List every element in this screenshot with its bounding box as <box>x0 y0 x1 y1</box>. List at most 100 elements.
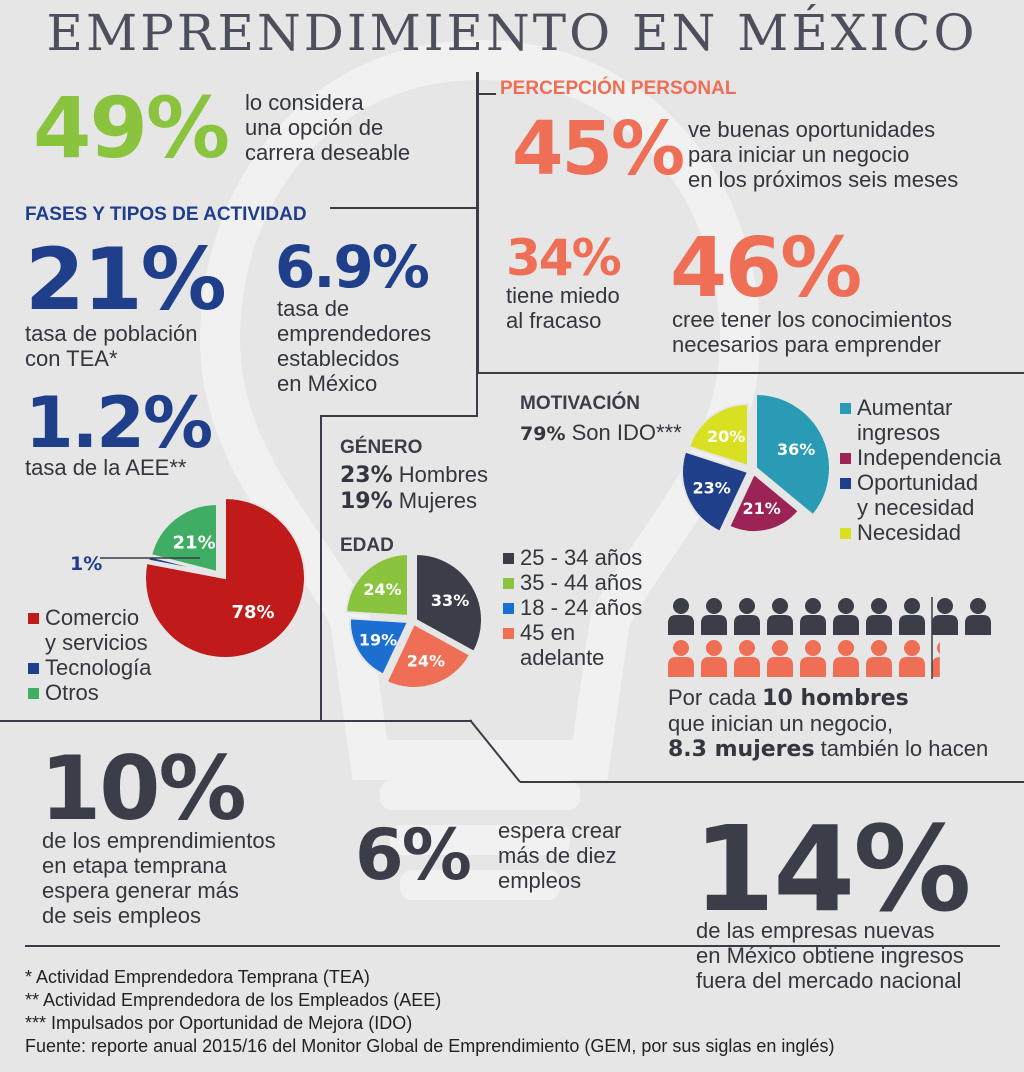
legend-swatch <box>28 613 39 624</box>
aee-text: tasa de la AEE** <box>25 455 187 480</box>
perception-heading: PERCEPCIÓN PERSONAL <box>500 78 737 99</box>
opportunities-text: ve buenas oportunidades para iniciar un n… <box>688 117 959 192</box>
legend-swatch <box>503 578 514 589</box>
gender-heading: GÉNERO <box>340 437 423 458</box>
phases-heading: FASES Y TIPOS DE ACTIVIDAD <box>25 204 307 225</box>
woman-icon <box>833 640 859 677</box>
pie-slice-35-44-a-os <box>345 552 409 618</box>
pie-slice-aumentar-ingresos <box>755 392 831 517</box>
lightbulb-background-icon <box>200 40 760 900</box>
legend-swatch <box>503 628 514 639</box>
pie-label: 21% <box>742 499 780 518</box>
age-pie-chart: 33% 24% 19% 24% <box>345 552 483 689</box>
jobs6-text: de los emprendimientos en etapa temprana e… <box>42 828 276 928</box>
legend-item: Aumentar ingresos <box>840 395 1001 445</box>
man-icon <box>767 598 793 635</box>
age-legend: 25 - 34 años 35 - 44 años 18 - 24 años 4… <box>503 545 642 670</box>
legend-swatch <box>28 688 39 699</box>
divider <box>330 207 478 209</box>
divider <box>476 372 478 417</box>
jobs10-value: 6% <box>355 814 472 896</box>
pie-slice-oportunidad-y-necesidad <box>681 450 750 534</box>
legend-swatch <box>840 528 851 539</box>
fear-value: 34% <box>506 229 622 287</box>
pie-label: 36% <box>777 440 815 459</box>
legend-swatch <box>503 553 514 564</box>
legend-swatch <box>840 478 851 489</box>
woman-icon <box>668 640 694 677</box>
jobs6-value: 10% <box>40 737 247 840</box>
pie-slice-independencia <box>727 472 801 533</box>
man-icon <box>833 598 859 635</box>
tea-text: tasa de población con TEA* <box>25 321 198 371</box>
career-value: 49% <box>33 79 230 177</box>
man-icon <box>965 598 991 635</box>
woman-icon <box>734 640 760 677</box>
established-value: 6.9% <box>275 233 430 301</box>
legend-item: Necesidad <box>840 520 1001 545</box>
legend-item: Tecnología <box>28 655 151 680</box>
page-title: EMPRENDIMIENTO EN MÉXICO <box>46 4 978 62</box>
divider <box>476 93 496 95</box>
leader-line <box>100 557 200 559</box>
motivation-heading: MOTIVACIÓN <box>520 393 640 414</box>
man-icon <box>866 598 892 635</box>
pie-label: 24% <box>363 580 401 599</box>
divider <box>0 720 470 722</box>
divider <box>469 719 1024 783</box>
gender-rows: 23% Hombres 19% Mujeres <box>340 462 489 514</box>
legend-item: 45 en adelante <box>503 620 642 670</box>
woman-icon <box>800 640 826 677</box>
sector-label-tecnologia: 1% <box>70 553 103 575</box>
established-text: tasa de emprendedores establecidos en Méxic… <box>277 296 432 396</box>
legend-item: Comercio y servicios <box>28 605 151 655</box>
pie-slice-otros <box>149 502 218 574</box>
pie-slice-comercio-y-servicios <box>144 496 306 659</box>
legend-item: 18 - 24 años <box>503 595 642 620</box>
legend-item: Independencia <box>840 445 1001 470</box>
jobs10-text: espera crear más de diez empleos <box>498 818 622 893</box>
men-women-pictogram <box>668 597 991 679</box>
foreign-text: de las empresas nuevas en México obtiene … <box>696 918 964 993</box>
pie-label: 21% <box>173 532 216 553</box>
motivation-legend: Aumentar ingresos Independencia Oportuni… <box>840 395 1001 545</box>
divider <box>476 372 1024 374</box>
foreign-value: 14% <box>693 800 971 938</box>
legend-swatch <box>503 603 514 614</box>
motivation-ido: 79% Son IDO*** <box>520 420 682 445</box>
legend-swatch <box>840 453 851 464</box>
pie-label: 20% <box>707 427 745 446</box>
divider <box>476 72 479 372</box>
pie-label: 33% <box>431 591 469 610</box>
sector-pie-chart: 78% 21% <box>144 496 306 659</box>
footnote: Fuente: reporte anual 2015/16 del Monito… <box>25 1036 835 1056</box>
pie-label: 78% <box>231 602 274 623</box>
opportunities-value: 45% <box>512 106 685 192</box>
footnote: *** Impulsados por Oportunidad de Mejora… <box>25 1013 413 1033</box>
man-icon <box>701 598 727 635</box>
divider <box>320 415 322 720</box>
footnote: ** Actividad Emprendedora de los Emplead… <box>25 990 442 1010</box>
man-icon <box>932 598 958 635</box>
divider <box>25 945 1000 947</box>
legend-item: 25 - 34 años <box>503 545 642 570</box>
pie-label: 23% <box>693 479 731 498</box>
fear-text: tiene miedo al fracaso <box>506 283 620 333</box>
man-icon <box>734 598 760 635</box>
pie-slice-necesidad <box>687 402 749 468</box>
knowledge-text: cree tener los conocimientos necesarios p… <box>672 307 953 357</box>
legend-swatch <box>28 663 39 674</box>
legend-swatch <box>840 403 851 414</box>
woman-icon <box>767 640 793 677</box>
woman-icon <box>932 641 940 677</box>
legend-item: Otros <box>28 680 151 705</box>
woman-icon <box>866 640 892 677</box>
aee-value: 1.2% <box>25 382 213 464</box>
woman-icon <box>899 640 925 677</box>
tea-value: 21% <box>25 230 227 330</box>
pie-slice-25-34-a-os <box>415 552 483 654</box>
career-text: lo considera una opción de carrera deseabl… <box>245 90 411 165</box>
motivation-pie-chart: 36% 21% 23% 20% <box>681 392 831 534</box>
knowledge-value: 46% <box>670 221 862 316</box>
divider <box>320 415 478 417</box>
